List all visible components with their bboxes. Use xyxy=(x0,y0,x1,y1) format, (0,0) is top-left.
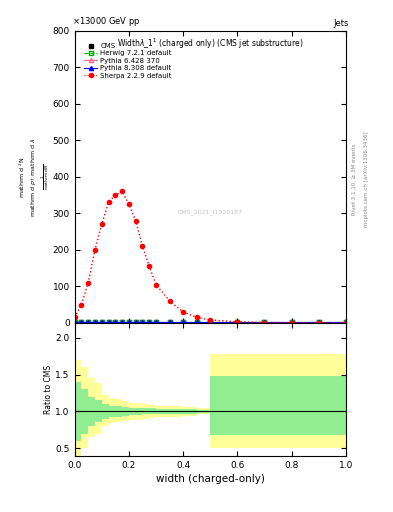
Text: $\times$13000 GeV pp: $\times$13000 GeV pp xyxy=(72,15,141,28)
Text: Jets: Jets xyxy=(333,19,349,28)
Y-axis label: mathrm d ${}^2$N
mathrm d $p_T$ mathrm d $\lambda$
$\frac{1}{\mathrm{mathrm\ d}N: mathrm d ${}^2$N mathrm d $p_T$ mathrm d… xyxy=(18,137,51,217)
X-axis label: width (charged-only): width (charged-only) xyxy=(156,474,265,484)
Text: Width$\lambda\_1^1$ (charged only) (CMS jet substructure): Width$\lambda\_1^1$ (charged only) (CMS … xyxy=(117,36,304,51)
Text: CMS_2021_I1920187: CMS_2021_I1920187 xyxy=(178,209,243,215)
Y-axis label: Ratio to CMS: Ratio to CMS xyxy=(44,365,53,414)
Legend: CMS, Herwig 7.2.1 default, Pythia 6.428 370, Pythia 8.308 default, Sherpa 2.2.9 : CMS, Herwig 7.2.1 default, Pythia 6.428 … xyxy=(84,43,172,78)
Text: Rivet 3.1.10, ≥ 3M events: Rivet 3.1.10, ≥ 3M events xyxy=(352,143,357,215)
Text: mcplots.cern.ch [arXiv:1306.3436]: mcplots.cern.ch [arXiv:1306.3436] xyxy=(364,132,369,227)
